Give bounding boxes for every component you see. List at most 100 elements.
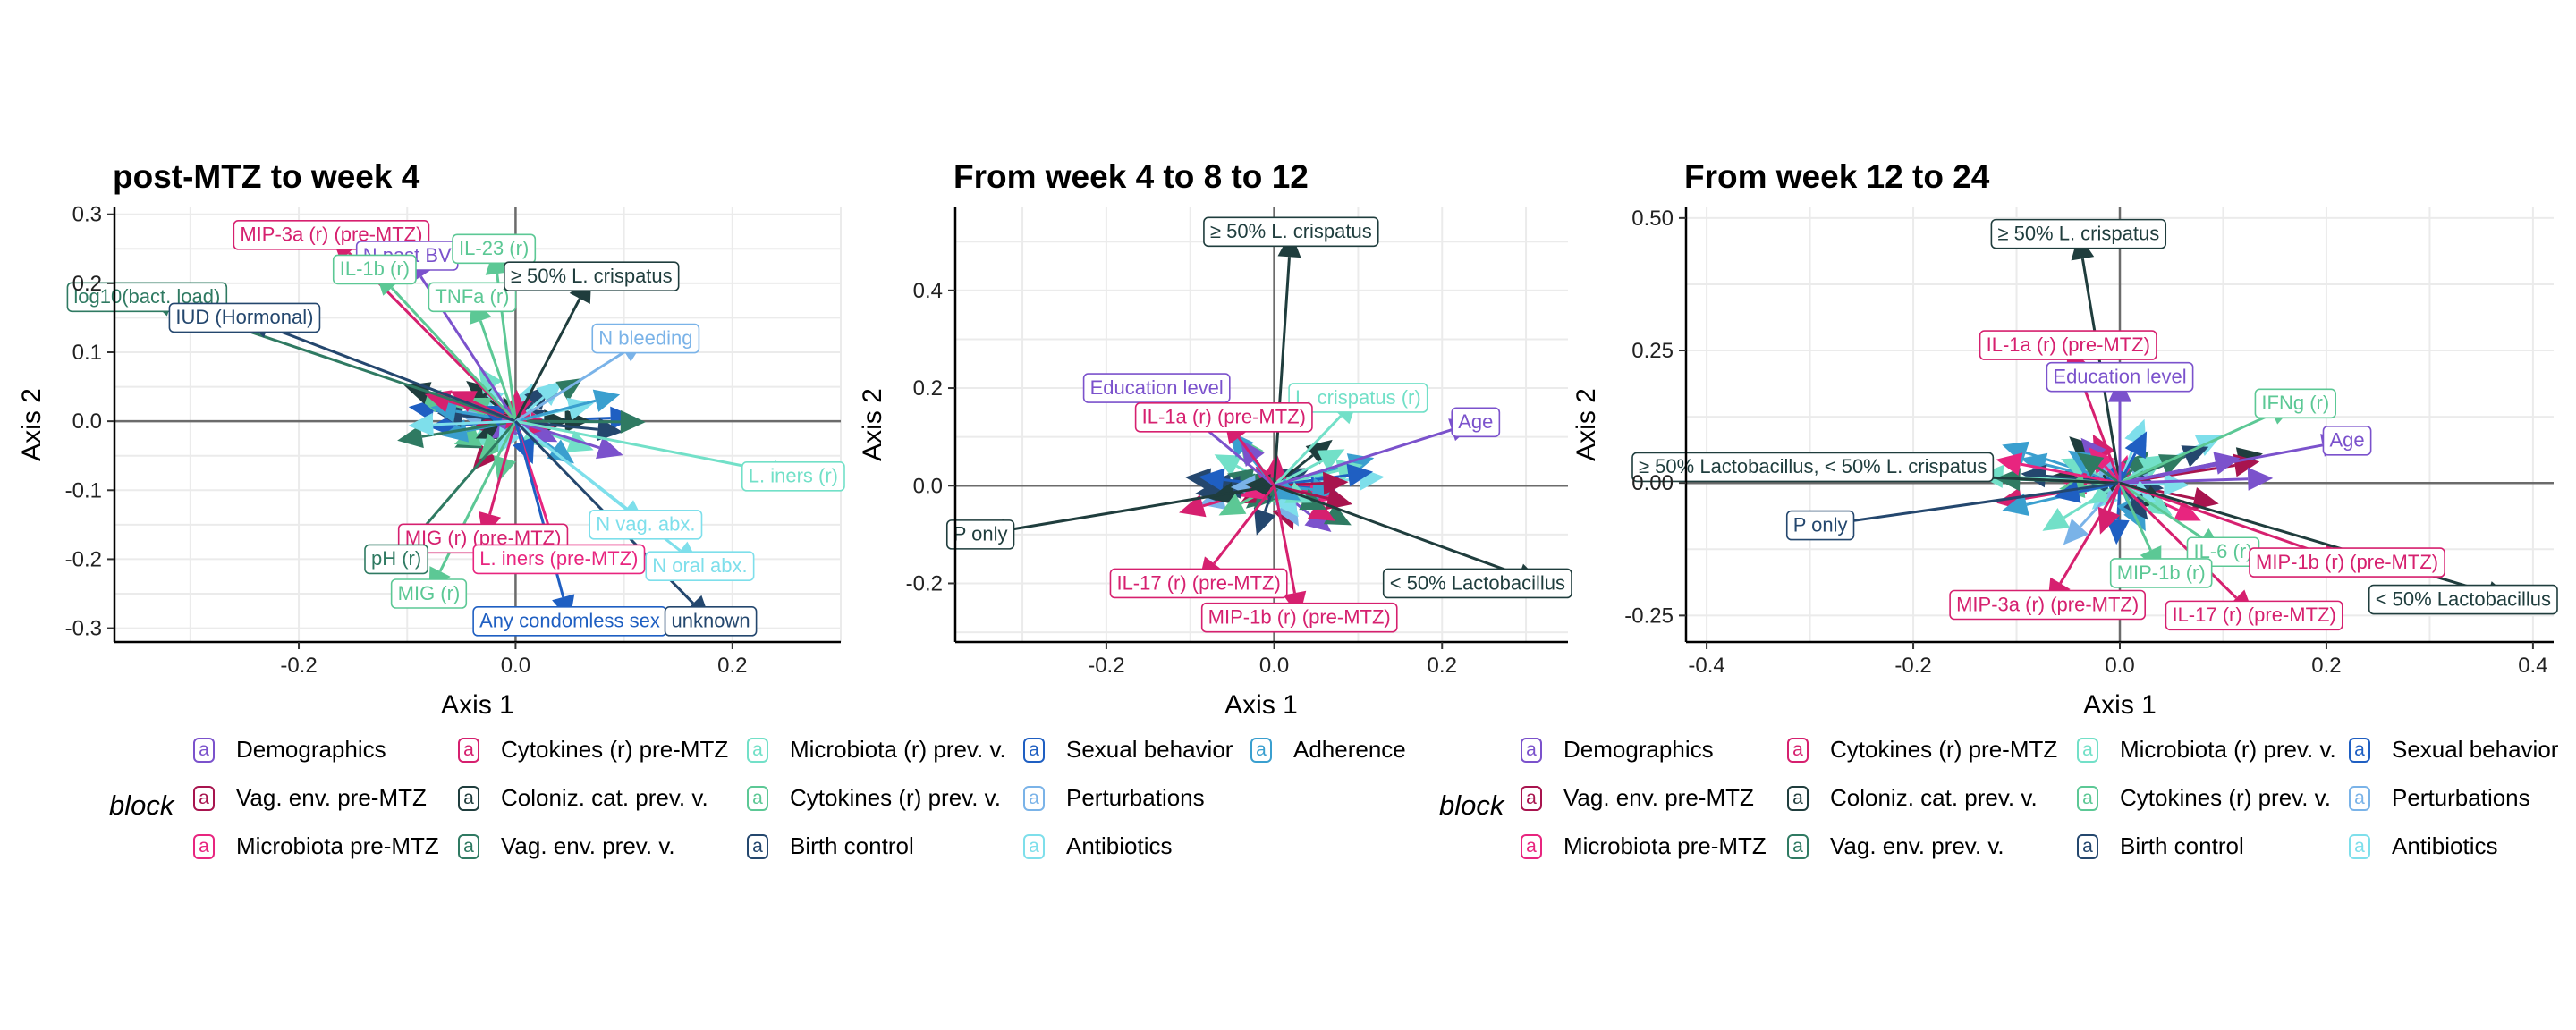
legend-label: Demographics — [236, 736, 386, 763]
vector-label-text: L. crispatus (r) — [1295, 386, 1421, 409]
vector-label-text: IL-23 (r) — [459, 237, 529, 259]
y-tick-label: -0.2 — [65, 547, 102, 571]
vector-label-box — [664, 606, 758, 637]
legend-label: Adherence — [1293, 736, 1406, 763]
y-tick-label: -0.2 — [906, 571, 943, 595]
vector-arrowhead — [2144, 492, 2173, 516]
vector-label-box — [1134, 402, 1313, 433]
loading-vector-unlabeled — [397, 419, 516, 449]
y-tick-label: 0.2 — [913, 376, 943, 401]
legend-item: a Birth control — [747, 832, 914, 860]
loading-vector-unlabeled — [1996, 452, 2121, 485]
legend-label: Vag. env. pre-MTZ — [236, 784, 427, 811]
vector-label: IL-1b (r) — [332, 254, 417, 285]
legend-key: a — [747, 785, 768, 811]
vector-label-text: Any condomless sex — [479, 610, 660, 632]
legend-label: Antibiotics — [1066, 832, 1173, 859]
legend-label: Cytokines (r) pre-MTZ — [501, 736, 729, 763]
panel-title: From week 4 to 8 to 12 — [953, 158, 1309, 195]
vector-label: Age — [2322, 425, 2372, 456]
x-tick-label: 0.2 — [717, 654, 747, 678]
y-tick-label: 0.1 — [72, 341, 102, 365]
vector-label: < 50% Lactobacillus — [2368, 584, 2558, 615]
vector-label-text: IL-17 (r) (pre-MTZ) — [1116, 571, 1280, 594]
vector-shaft — [1213, 485, 1275, 565]
vector-label: IL-17 (r) (pre-MTZ) — [1109, 568, 1288, 599]
vector-arrowhead — [1325, 486, 1352, 511]
legend-key: a — [458, 833, 479, 859]
vector-arrowhead — [479, 433, 505, 460]
legend-key: a — [1521, 785, 1542, 811]
vector-label: L. crispatus (r) — [1288, 383, 1428, 413]
legend-label: Vag. env. prev. v. — [1830, 832, 2004, 859]
vector-shaft — [2116, 483, 2122, 520]
vector-label-text: IL-17 (r) (pre-MTZ) — [2172, 604, 2335, 626]
vector-label-text: ≥ 50% Lactobacillus, < 50% L. crispatus — [1639, 455, 1987, 477]
vector-arrowhead — [1199, 468, 1225, 492]
legend-key: a — [1023, 785, 1045, 811]
vector-arrowhead — [1996, 452, 2023, 476]
vector-shaft — [1274, 428, 1453, 487]
vector-label: Any condomless sex — [472, 606, 667, 637]
loading-vector-unlabeled — [408, 412, 516, 436]
legend-item: a Birth control — [2077, 832, 2244, 860]
legend-item: a Antibiotics — [2349, 832, 2498, 860]
vector-label: IL-17 (r) (pre-MTZ) — [2165, 600, 2343, 631]
vector-label-text: IL-1b (r) — [340, 258, 410, 280]
legend-label: Cytokines (r) prev. v. — [790, 784, 1001, 811]
vector-label-box — [741, 461, 845, 492]
x-tick-label: -0.2 — [1088, 654, 1124, 678]
vector-label: MIG (r) — [390, 578, 468, 609]
vector-shaft — [2118, 482, 2238, 599]
vector-arrowhead — [1218, 493, 1247, 516]
vector-label-box — [1631, 452, 1995, 483]
legend-title: block — [1439, 789, 1504, 821]
vector-label-text: < 50% Lactobacillus — [1390, 571, 1565, 594]
legend-item: a Demographics — [193, 736, 386, 764]
legend-title: block — [109, 789, 174, 821]
vector-label-box — [2322, 425, 2372, 456]
vector-arrowhead — [592, 389, 621, 412]
vector-label-box — [1990, 218, 2167, 249]
vector-label: ≥ 50% L. crispatus — [1990, 218, 2167, 249]
legend-key: a — [1787, 833, 1809, 859]
vector-arrowhead — [2173, 499, 2201, 521]
vector-label-text: pH (r) — [371, 547, 421, 570]
legend-item: a Perturbations — [1023, 784, 1205, 812]
vector-shaft — [488, 420, 517, 515]
legend-label: Microbiota (r) prev. v. — [2120, 736, 2336, 763]
vector-label-box — [1949, 589, 2147, 621]
vector-label-text: L. iners (r) — [749, 465, 838, 487]
legend-item: a Microbiota (r) prev. v. — [2077, 736, 2336, 764]
vector-label-text: MIP-1b (r) — [2117, 561, 2206, 584]
vector-label-box — [2046, 361, 2194, 393]
vector-label: pH (r) — [364, 544, 429, 575]
vector-arrowhead — [1307, 498, 1335, 521]
vector-label-text: N bleeding — [598, 326, 692, 349]
legend-item: a Cytokines (r) pre-MTZ — [458, 736, 728, 764]
legend-label: Vag. env. prev. v. — [501, 832, 675, 859]
panel-week-12-to-24: From week 12 to 24 ≥ 50% L. crispatus IL-… — [1572, 158, 2558, 720]
vector-label-text: Age — [1458, 410, 1493, 433]
vector-arrowhead — [2002, 441, 2029, 464]
y-tick-label: 0.00 — [1631, 471, 1674, 495]
vector-shaft — [514, 298, 581, 422]
x-tick-label: -0.2 — [280, 654, 317, 678]
legend-key: a — [2349, 785, 2370, 811]
legend-label: Microbiota pre-MTZ — [1563, 832, 1767, 859]
vector-arrowhead — [2076, 452, 2105, 477]
legend-item: a Vag. env. prev. v. — [458, 832, 675, 860]
legend-label: Perturbations — [1066, 784, 1205, 811]
vector-label: Education level — [1082, 373, 1231, 403]
legend-key: a — [1250, 737, 1272, 763]
vector-shaft — [1273, 257, 1291, 486]
x-tick-label: 0.0 — [2105, 654, 2134, 678]
loading-vector-unlabeled — [515, 409, 646, 434]
vector-label: MIP-1b (r) — [2109, 558, 2213, 588]
vector-label: ≥ 50% Lactobacillus, < 50% L. crispatus — [1631, 452, 1995, 483]
legend-key: a — [1023, 833, 1045, 859]
x-tick-label: -0.2 — [1894, 654, 1931, 678]
vector-shaft — [514, 350, 626, 423]
vector-arrowhead — [2002, 493, 2029, 517]
